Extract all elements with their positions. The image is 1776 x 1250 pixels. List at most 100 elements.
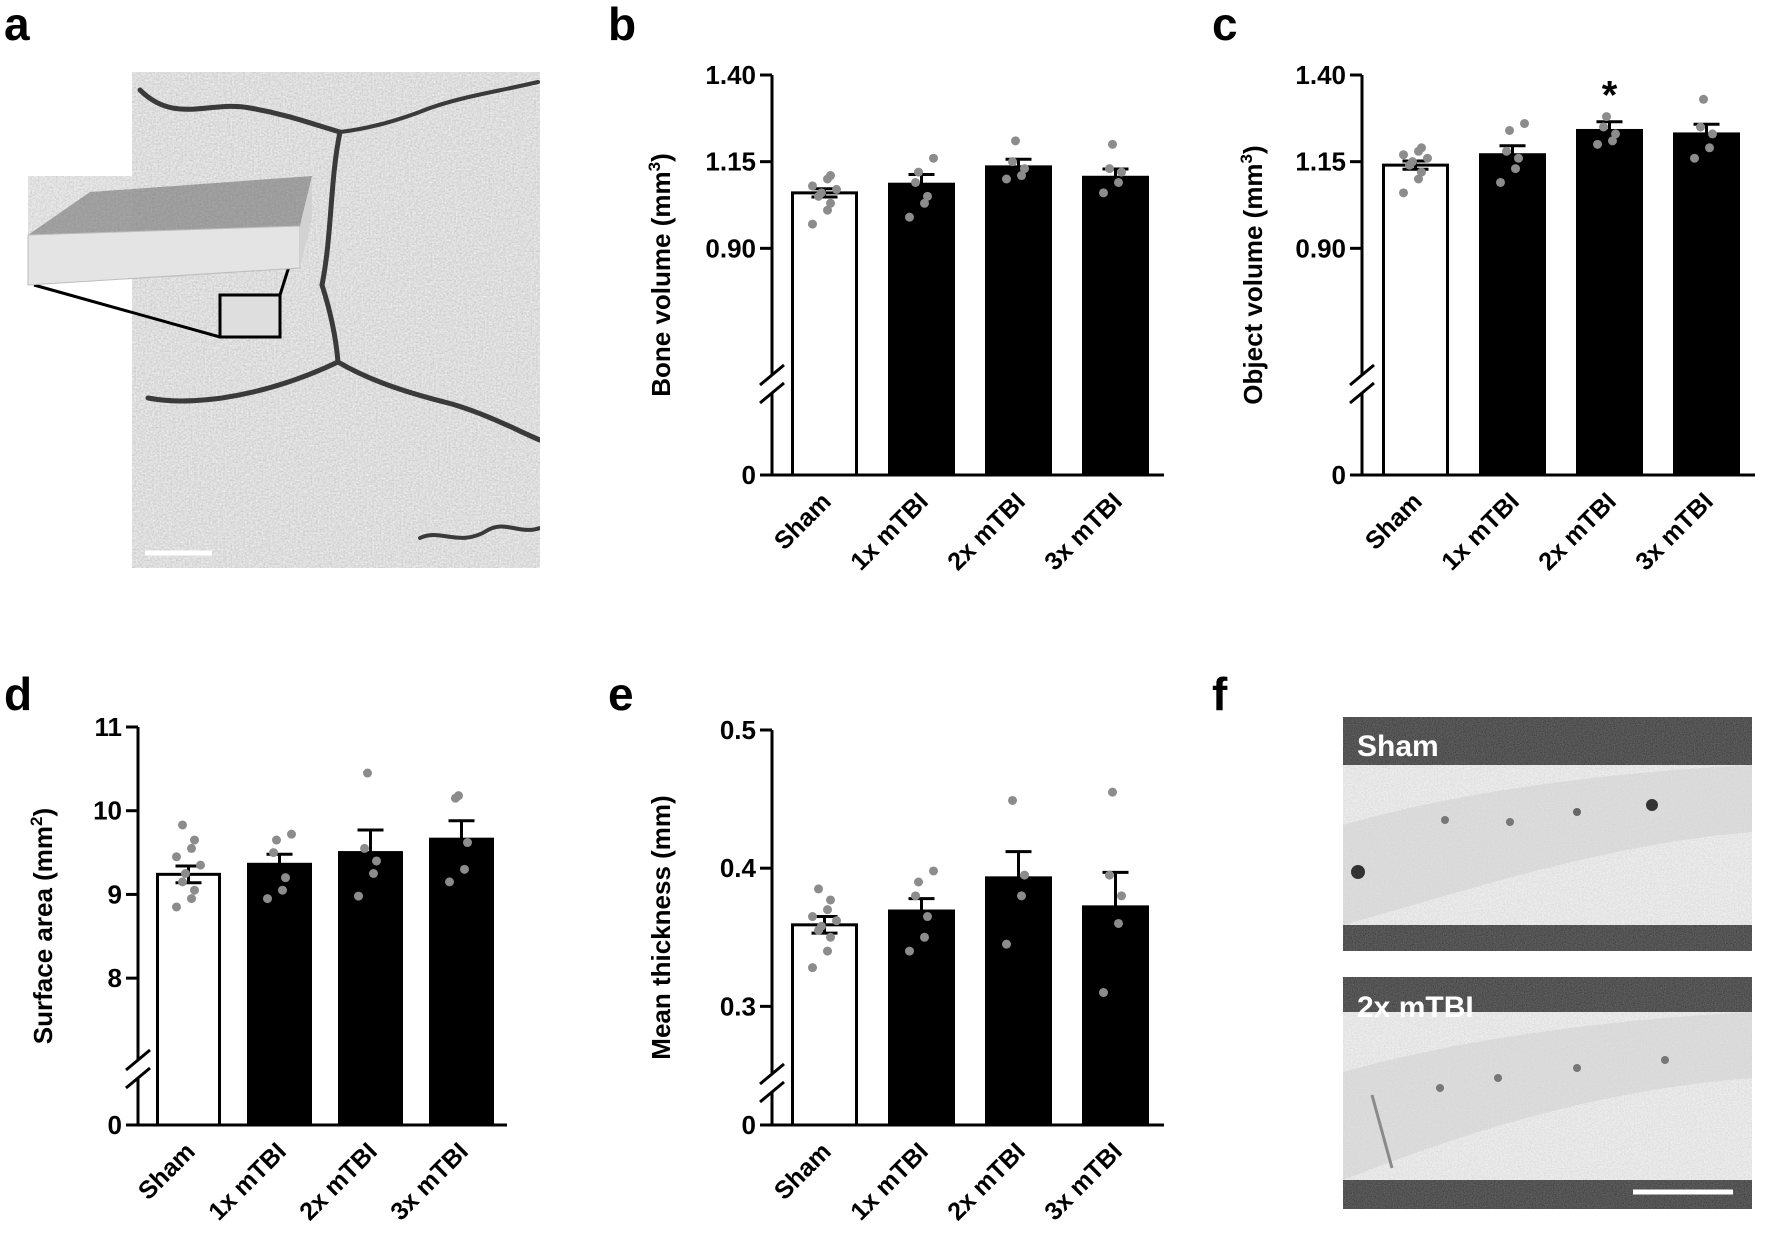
data-point <box>1002 939 1011 949</box>
category-label: Sham <box>1360 487 1428 555</box>
inset-bone-slab <box>27 176 312 286</box>
data-point <box>1611 129 1620 139</box>
data-point <box>1496 177 1505 187</box>
data-point <box>1008 795 1017 805</box>
y-tick-label: 1.15 <box>705 147 756 177</box>
y-axis-label: Bone volume (mm3) <box>645 153 676 397</box>
category-label: 1x mTBI <box>845 1137 934 1226</box>
bar <box>338 851 403 1127</box>
data-point <box>287 829 296 839</box>
data-point <box>832 184 841 194</box>
panel-letter-b: b <box>608 0 636 50</box>
panel-letter-c: c <box>1212 0 1238 50</box>
data-point <box>190 835 199 845</box>
suture-line-lambdoid-left <box>145 359 341 404</box>
data-point <box>172 852 181 862</box>
bar-group <box>985 136 1052 477</box>
suture-detail <box>418 524 540 540</box>
bar-group <box>888 153 955 477</box>
bar <box>1082 175 1149 477</box>
bar <box>791 923 858 1127</box>
panel-letter-d: d <box>4 668 32 720</box>
data-point <box>1114 177 1123 187</box>
y-tick-label: 0.5 <box>720 715 756 745</box>
data-point <box>460 864 469 874</box>
data-point <box>832 916 841 926</box>
y-tick-label-zero: 0 <box>108 1110 122 1140</box>
ct-image-2x-mtbi: 2x mTBI <box>1343 977 1752 1209</box>
data-point <box>1708 129 1717 139</box>
data-point <box>1117 167 1126 177</box>
data-point <box>281 873 290 883</box>
data-point <box>823 205 832 215</box>
category-label: 1x mTBI <box>1436 487 1525 576</box>
data-point <box>911 891 920 901</box>
data-point <box>278 885 287 895</box>
y-tick-label: 0.90 <box>1295 233 1346 263</box>
data-point <box>1696 122 1705 132</box>
bar <box>247 862 312 1127</box>
chart-e: 0.3 0.4 0.5 0 Mean thickness (mm) Sham 1x mTBI… <box>646 715 1164 1226</box>
bar-group <box>156 820 221 1127</box>
y-tick-label: 0.90 <box>705 233 756 263</box>
bar <box>985 165 1052 477</box>
category-label: 2x mTBI <box>942 487 1031 576</box>
data-point <box>920 198 929 208</box>
axis-break-mark <box>759 363 785 387</box>
data-point <box>826 171 835 181</box>
data-point <box>272 835 281 845</box>
data-point <box>808 963 817 973</box>
data-point <box>363 768 372 778</box>
data-point <box>1417 143 1426 153</box>
data-point <box>178 820 187 830</box>
micrograph-panel-a <box>27 72 540 568</box>
data-point <box>808 219 817 229</box>
data-point <box>1399 188 1408 198</box>
category-label: 3x mTBI <box>1630 487 1719 576</box>
suture-line-top-left <box>137 87 343 135</box>
data-point <box>369 869 378 878</box>
suture-line-lambdoid-right <box>335 359 540 443</box>
bar-group <box>1082 139 1149 477</box>
category-label: 2x mTBI <box>1533 487 1622 576</box>
data-point <box>817 188 826 198</box>
axis-break-mark <box>759 381 785 405</box>
bar <box>1082 905 1149 1127</box>
data-point <box>911 177 920 187</box>
ct-image-label-sham: Sham <box>1357 730 1439 763</box>
data-point <box>1099 988 1108 998</box>
category-label: 3x mTBI <box>1039 1137 1128 1226</box>
data-point <box>1399 150 1408 160</box>
data-point <box>1514 153 1523 163</box>
panel-letter-e: e <box>608 668 634 720</box>
data-point <box>178 877 187 887</box>
data-point <box>269 848 278 858</box>
data-point <box>905 212 914 222</box>
panel-letter-a: a <box>4 0 30 50</box>
data-point <box>923 912 932 922</box>
bar-group <box>1082 787 1149 1127</box>
data-point <box>1020 164 1029 174</box>
bar <box>888 909 955 1127</box>
y-tick-label-zero: 0 <box>742 460 756 490</box>
y-tick-label: 8 <box>108 963 122 993</box>
y-axis-label: Mean thickness (mm) <box>646 795 676 1059</box>
category-label: Sham <box>769 1137 837 1205</box>
y-tick-label: 0.4 <box>720 853 757 883</box>
data-point <box>914 877 923 887</box>
data-point <box>181 869 190 878</box>
y-tick-label: 10 <box>93 796 122 826</box>
bar-group <box>429 791 494 1127</box>
suture-line-sagittal <box>319 129 343 365</box>
bar-group <box>985 795 1052 1127</box>
y-tick-label: 1.40 <box>705 60 756 90</box>
data-point <box>1017 171 1026 181</box>
bar <box>156 872 221 1127</box>
data-point <box>1108 787 1117 797</box>
data-point <box>923 191 932 201</box>
category-label: Sham <box>769 487 837 555</box>
y-tick-label: 1.40 <box>1295 60 1346 90</box>
bar <box>791 191 858 477</box>
data-point <box>1520 119 1529 129</box>
bar-group <box>888 866 955 1127</box>
